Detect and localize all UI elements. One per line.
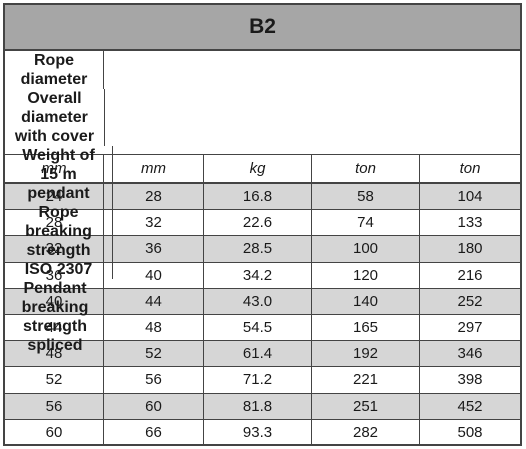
header-cell: Weight of 15 m pendant [5, 146, 113, 203]
data-cell: 32 [104, 210, 204, 236]
header-text: diameter [20, 71, 88, 88]
header-text: 15 m [40, 166, 77, 183]
data-cell: 44 [104, 288, 204, 314]
header-text: strength [23, 318, 87, 335]
data-cell: 93.3 [204, 419, 312, 446]
data-cell: 282 [312, 419, 420, 446]
data-cell: 56 [5, 393, 104, 419]
data-cell: 180 [457, 240, 483, 258]
header-text: Rope [34, 52, 74, 69]
unit-cell: mm [5, 155, 104, 182]
data-cell: 120 [312, 262, 420, 288]
data-cell: 61.4 [204, 341, 312, 367]
header-text: ISO 2307 [24, 261, 93, 278]
data-cell: 16.8 [204, 184, 312, 210]
data-cell: 60 [104, 393, 204, 419]
header-text: Pendant [23, 280, 87, 297]
header-cell: Rope breaking strength ISO 2307 [5, 203, 113, 279]
data-row: 36 40 34.2 120 216 [5, 262, 520, 289]
data-cell: 346 [457, 345, 483, 363]
data-cell: 71.2 [204, 367, 312, 393]
data-cell: 192 [312, 341, 420, 367]
data-row: 60 66 93.3 282 508 [5, 419, 520, 446]
data-cell: 40 [5, 288, 104, 314]
data-cell: 28 [104, 184, 204, 210]
data-cell: 24 [5, 184, 104, 210]
data-row: 28 32 22.6 74 133 [5, 210, 520, 237]
data-cell: 36 [5, 262, 104, 288]
data-cell: 60 [5, 419, 104, 446]
header-text: Overall [27, 90, 82, 107]
header-cell: Rope diameter [5, 51, 104, 89]
data-row: 48 52 61.4 192 346 [5, 341, 520, 368]
data-cell: 52 [5, 367, 104, 393]
data-cell: 140 [312, 288, 420, 314]
data-cell: 66 [104, 419, 204, 446]
data-row: 24 28 16.8 58 104 [5, 184, 520, 211]
header-cell: Pendant breaking strength spliced [5, 279, 105, 355]
data-cell: 74 [312, 210, 420, 236]
data-cell: 32 [5, 236, 104, 262]
data-cell: 40 [104, 262, 204, 288]
data-cell: 216 [457, 266, 483, 284]
table-body: Rope diameter Overall diameter with cover Wei… [5, 51, 520, 446]
data-row: 56 60 81.8 251 452 [5, 393, 520, 420]
data-cell: 28 [5, 210, 104, 236]
units-row: mm mm kg ton ton [5, 155, 520, 184]
data-cell: 43.0 [204, 288, 312, 314]
unit-cell: ton [312, 155, 420, 182]
data-row: 52 56 71.2 221 398 [5, 367, 520, 394]
data-cell: 165 [312, 314, 420, 341]
data-cell: 297 [457, 319, 483, 337]
unit-cell: ton [459, 160, 481, 177]
header-text: breaking [25, 223, 92, 240]
data-cell: 221 [312, 367, 420, 393]
header-text: with cover [14, 128, 95, 145]
data-cell: 508 [457, 424, 483, 442]
header-text: breaking [21, 299, 89, 316]
header-row: Rope diameter Overall diameter with cover Wei… [5, 51, 520, 354]
unit-cell: mm [104, 155, 204, 182]
data-cell: 28.5 [204, 236, 312, 262]
data-cell: 81.8 [204, 393, 312, 419]
data-cell: 398 [457, 371, 483, 389]
data-cell: 100 [312, 236, 420, 262]
table: B2 Rope diameter Overall diameter with cover… [3, 3, 522, 446]
data-cell: 52 [104, 341, 204, 367]
data-cell: 58 [312, 184, 420, 210]
data-cell: 44 [5, 314, 104, 341]
table-title: B2 [5, 5, 520, 51]
data-cell: 133 [457, 214, 483, 232]
header-text: diameter [21, 109, 88, 126]
data-cell: 252 [457, 292, 483, 310]
header-text: Weight of [22, 147, 95, 164]
data-cell: 56 [104, 367, 204, 393]
header-text: strength [26, 242, 91, 259]
data-row: 40 44 43.0 140 252 [5, 288, 520, 315]
data-cell: 104 [457, 188, 483, 206]
data-cell: 36 [104, 236, 204, 262]
data-cell: 48 [5, 341, 104, 367]
data-cell: 452 [457, 397, 483, 415]
data-cell: 251 [312, 393, 420, 419]
data-cell: 22.6 [204, 210, 312, 236]
data-cell: 54.5 [204, 314, 312, 341]
unit-cell: kg [204, 155, 312, 182]
data-row: 32 36 28.5 100 180 [5, 236, 520, 263]
data-cell: 34.2 [204, 262, 312, 288]
header-text: Rope [38, 204, 79, 221]
data-row: 44 48 54.5 165 297 [5, 314, 520, 342]
header-text: spliced [27, 337, 83, 354]
data-cell: 48 [104, 314, 204, 341]
header-text: pendant [27, 185, 90, 202]
header-cell: Overall diameter with cover [5, 89, 105, 146]
